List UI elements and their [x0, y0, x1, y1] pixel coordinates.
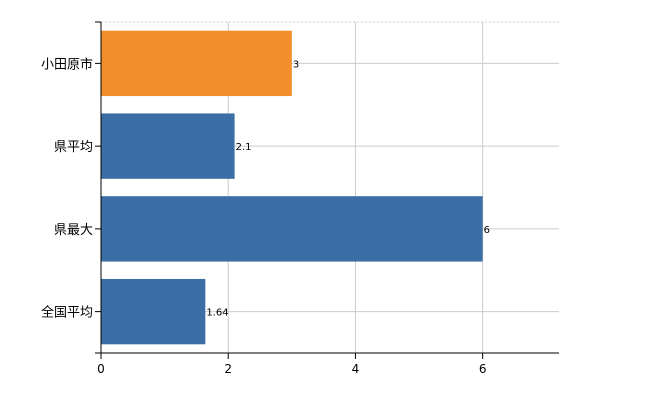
bars [101, 30, 483, 345]
y-tick-label: 全国平均 [41, 305, 93, 321]
bar [101, 278, 206, 345]
bar [101, 196, 483, 262]
data-label: 6 [484, 225, 490, 236]
y-tick-label: 県平均 [54, 140, 93, 155]
axes [95, 21, 559, 359]
x-tick-label: 0 [97, 362, 105, 376]
y-tick-label: 県最大 [54, 223, 93, 238]
y-tick-label: 小田原市 [41, 56, 93, 72]
x-tick-label: 2 [224, 362, 232, 376]
x-tick-label: 6 [479, 362, 487, 376]
bar [101, 113, 235, 179]
data-label: 2.1 [236, 142, 252, 153]
x-tick-label: 4 [352, 362, 360, 376]
bar [101, 30, 292, 97]
data-label: 3 [293, 59, 299, 70]
data-label: 1.64 [206, 308, 228, 319]
